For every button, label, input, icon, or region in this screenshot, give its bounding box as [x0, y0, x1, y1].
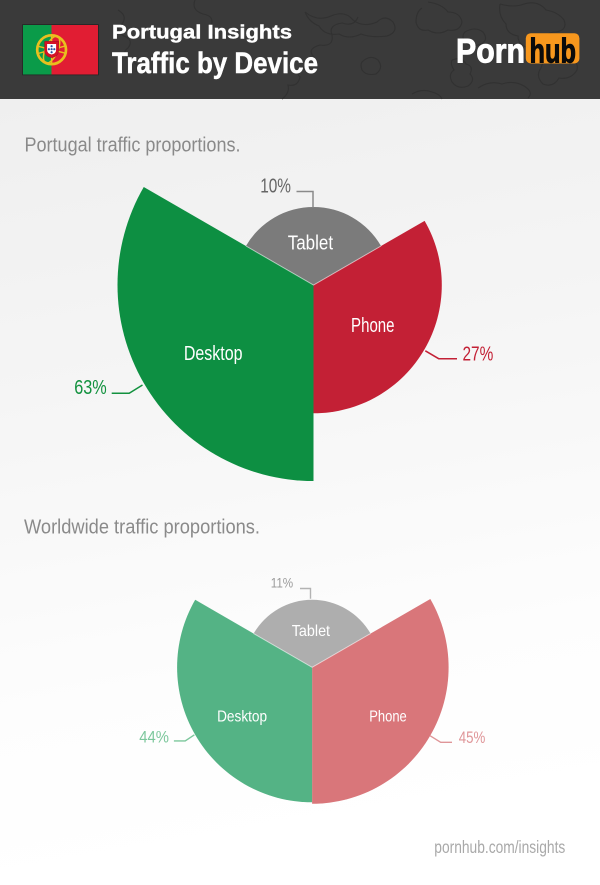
svg-text:10%: 10%	[260, 176, 291, 198]
svg-text:Portugal Insights: Portugal Insights	[112, 23, 292, 44]
svg-text:Portugal traffic proportions.: Portugal traffic proportions.	[25, 134, 241, 156]
svg-text:Desktop: Desktop	[184, 343, 243, 365]
svg-text:Worldwide traffic proportions.: Worldwide traffic proportions.	[24, 517, 260, 539]
svg-text:pornhub.com/insights: pornhub.com/insights	[434, 837, 565, 857]
svg-text:63%: 63%	[74, 377, 107, 399]
svg-text:27%: 27%	[463, 343, 494, 365]
svg-text:Tablet: Tablet	[292, 623, 331, 640]
svg-text:Phone: Phone	[351, 315, 395, 337]
svg-text:Traffic by Device: Traffic by Device	[112, 47, 318, 80]
svg-text:44%: 44%	[139, 728, 169, 747]
svg-text:Porn: Porn	[456, 32, 525, 70]
svg-text:45%: 45%	[459, 728, 486, 747]
svg-text:Desktop: Desktop	[217, 708, 267, 725]
svg-text:Phone: Phone	[369, 708, 407, 725]
svg-text:Tablet: Tablet	[288, 233, 334, 255]
svg-text:11%: 11%	[271, 575, 294, 591]
svg-text:hub: hub	[530, 32, 577, 70]
